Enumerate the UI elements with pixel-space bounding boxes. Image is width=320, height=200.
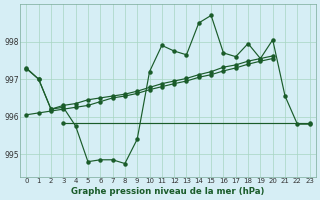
X-axis label: Graphe pression niveau de la mer (hPa): Graphe pression niveau de la mer (hPa): [71, 187, 265, 196]
